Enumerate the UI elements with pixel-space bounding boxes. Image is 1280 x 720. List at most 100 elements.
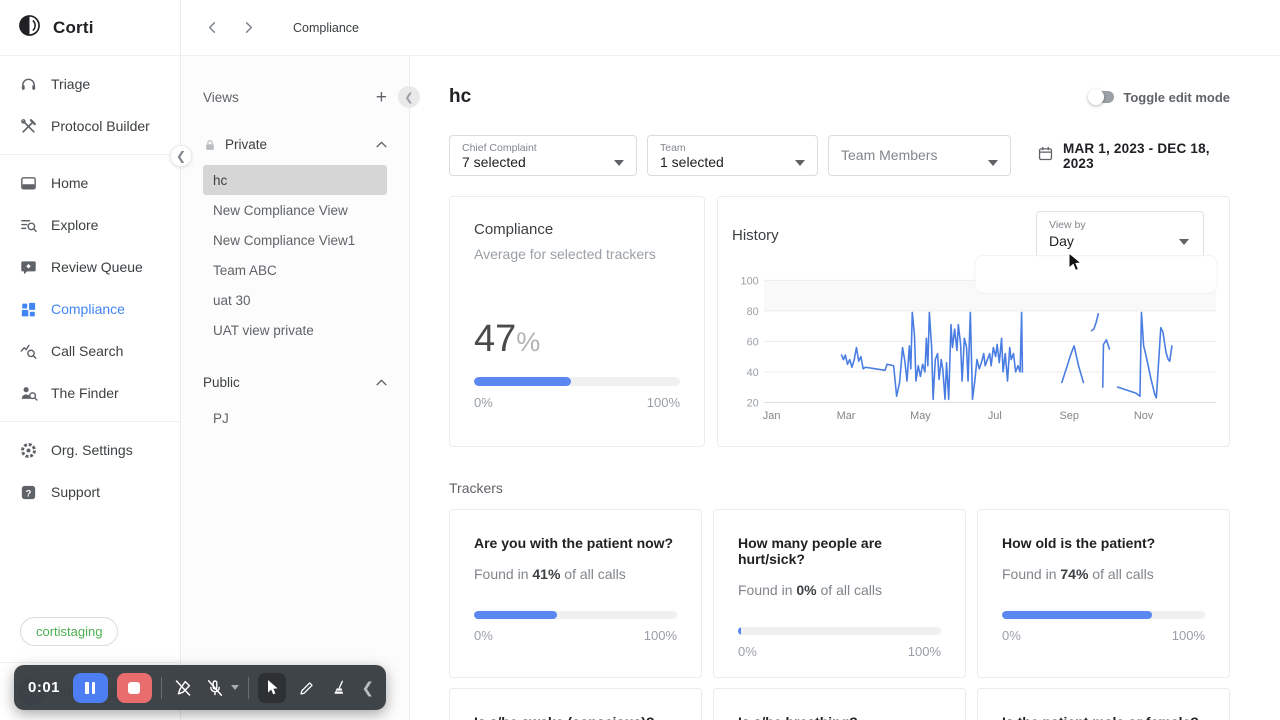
svg-text:Mar: Mar [837, 410, 856, 422]
svg-text:Jan: Jan [763, 410, 781, 422]
views-sections: Private hc New Compliance View New Complian… [203, 137, 387, 433]
toggle-switch-icon[interactable] [1088, 89, 1115, 105]
corti-logo-icon [16, 12, 43, 44]
toolbar-collapse-icon[interactable]: ❮ [361, 679, 375, 697]
filter-select-team-members[interactable]: Team Members [828, 135, 1011, 176]
brand-row: Corti [0, 0, 180, 56]
chevron-down-icon [988, 153, 998, 171]
view-by-select[interactable]: View by Day [1036, 211, 1204, 258]
views-section-public[interactable]: Public [203, 375, 387, 390]
views-section-label: Public [203, 375, 240, 390]
call-search-icon [18, 341, 38, 361]
home-icon [18, 173, 38, 193]
sidebar-item-explore[interactable]: Explore [0, 204, 180, 246]
pause-recording-button[interactable] [73, 672, 108, 703]
toggle-edit-label: Toggle edit mode [1123, 89, 1230, 105]
views-panel-collapse-button[interactable]: ❮ [398, 86, 420, 108]
main-content: hc Toggle edit mode Chief Complaint 7 sel… [410, 56, 1280, 720]
stop-recording-button[interactable] [116, 672, 152, 703]
view-item-pj[interactable]: PJ [213, 410, 229, 426]
sidebar-item-label: Compliance [51, 301, 125, 317]
views-section-private[interactable]: Private [203, 137, 387, 152]
view-item-hc[interactable]: hc [203, 165, 387, 195]
nav-forward-button[interactable] [239, 19, 257, 37]
nav-back-button[interactable] [203, 19, 221, 37]
top-bar: Compliance [181, 0, 1280, 56]
date-range-picker[interactable]: MAR 1, 2023 - DEC 18, 2023 [1037, 141, 1230, 171]
page-header: hc Toggle edit mode [449, 86, 1230, 108]
pen-off-icon[interactable] [171, 675, 195, 701]
tracker-question: How old is the patient? [1002, 535, 1156, 551]
tracker-question: Are you with the patient now? [474, 535, 674, 551]
tracker-card: How old is the patient? Found in 74% of a… [977, 509, 1230, 678]
svg-text:Sep: Sep [1060, 410, 1079, 422]
tracker-bar-labels: 0% 100% [1002, 628, 1205, 643]
views-panel: Views + Private hc New Compliance View New … [181, 56, 420, 720]
view-item-new-compliance-view1[interactable]: New Compliance View1 [213, 232, 356, 248]
sidebar-item-org-settings[interactable]: Org. Settings [0, 429, 180, 471]
explore-search-icon [18, 215, 38, 235]
sidebar-item-protocol-builder[interactable]: Protocol Builder [0, 105, 180, 147]
chevron-down-icon [614, 153, 624, 171]
tracker-grid: Are you with the patient now? Found in 41… [449, 509, 1230, 720]
mic-off-icon[interactable] [203, 675, 227, 701]
chevron-up-icon[interactable] [376, 141, 387, 148]
sidebar-item-label: Support [51, 484, 101, 500]
sidebar-item-label: Review Queue [51, 259, 143, 275]
compliance-card: Compliance Average for selected trackers… [449, 196, 705, 447]
cursor-tool-button[interactable] [258, 672, 286, 703]
draw-pencil-button[interactable] [295, 675, 319, 701]
svg-text:60: 60 [747, 336, 759, 348]
sidebar-item-triage[interactable]: Triage [0, 63, 180, 105]
filter-select-chief-complaint[interactable]: Chief Complaint 7 selected [449, 135, 637, 176]
tracker-found-text: Found in 74% of all calls [1002, 566, 1154, 582]
compliance-progress-bar [474, 377, 680, 386]
nav-group: Home Explore Review Queue Compliance Call Se… [0, 154, 180, 421]
chevron-down-icon [1179, 232, 1189, 250]
compliance-card-title: Compliance [474, 221, 554, 238]
chevron-down-icon [795, 153, 805, 171]
sidebar-nav: Triage Protocol Builder Home Explore Review … [0, 56, 180, 520]
view-item-team-abc[interactable]: Team ABC [213, 262, 277, 278]
filter-select-team[interactable]: Team 1 selected [647, 135, 818, 176]
svg-text:40: 40 [747, 367, 759, 379]
review-queue-icon [18, 257, 38, 277]
history-card-title: History [732, 227, 779, 244]
view-item-uat-view-private[interactable]: UAT view private [213, 322, 314, 338]
filters-row: Chief Complaint 7 selected Team 1 selected T… [449, 135, 1230, 176]
sidebar-item-compliance[interactable]: Compliance [0, 288, 180, 330]
compliance-grid-icon [18, 299, 38, 319]
sidebar-item-label: Org. Settings [51, 442, 133, 458]
tracker-card: Are you with the patient now? Found in 41… [449, 509, 702, 678]
nav-group: Triage Protocol Builder [0, 56, 180, 154]
views-section-label: Private [225, 137, 268, 152]
tracker-question: Is the patient male or female? [1002, 714, 1205, 720]
tracker-found-text: Found in 0% of all calls [738, 582, 882, 598]
sidebar-item-the-finder[interactable]: The Finder [0, 372, 180, 414]
tracker-bar-labels: 0% 100% [474, 628, 677, 643]
sidebar-item-support[interactable]: ? Support [0, 471, 180, 513]
sidebar-item-call-search[interactable]: Call Search [0, 330, 180, 372]
sidebar-item-review-queue[interactable]: Review Queue [0, 246, 180, 288]
sidebar-item-home[interactable]: Home [0, 162, 180, 204]
chevron-up-icon[interactable] [376, 379, 387, 386]
view-item-new-compliance-view[interactable]: New Compliance View [213, 202, 348, 218]
tracker-card: Is s/he breathing?Found in 54% of all ca… [713, 688, 966, 720]
sidebar-collapse-button[interactable]: ❮ [170, 145, 192, 167]
toggle-edit-mode[interactable]: Toggle edit mode [1088, 89, 1230, 105]
date-range-value: MAR 1, 2023 - DEC 18, 2023 [1063, 140, 1210, 171]
mic-options-caret-icon[interactable] [231, 685, 240, 690]
calendar-icon [1037, 145, 1054, 167]
compliance-card-subtitle: Average for selected trackers [474, 246, 656, 262]
history-line-chart: 100 80 60 40 20 Jan Mar May Jul Sep Nov [741, 255, 1218, 422]
sidebar-item-label: Explore [51, 217, 99, 233]
tracker-bar-labels: 0% 100% [738, 644, 941, 659]
sidebar-spacer [0, 520, 180, 617]
svg-text:20: 20 [747, 397, 759, 409]
sidebar-item-label: The Finder [51, 385, 119, 401]
add-view-button[interactable]: + [375, 87, 387, 108]
finder-person-icon [18, 383, 38, 403]
view-item-uat-30[interactable]: uat 30 [213, 292, 251, 308]
gear-icon [18, 440, 38, 460]
clear-broom-button[interactable] [328, 675, 352, 701]
